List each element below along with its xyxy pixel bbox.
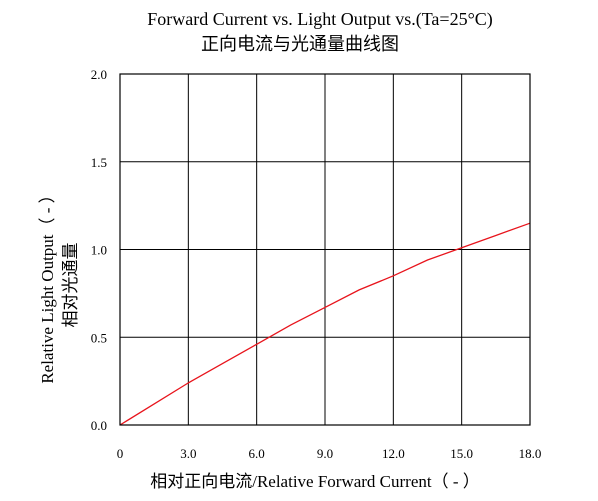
y-axis-label-cn: 相对光通量 [61, 243, 80, 328]
x-tick-label: 12.0 [382, 446, 405, 461]
x-tick-labels: 0 3.0 6.0 9.0 12.0 15.0 18.0 [117, 446, 542, 461]
x-tick-label: 15.0 [450, 446, 473, 461]
chart-subtitle: 正向电流与光通量曲线图 [201, 34, 399, 54]
y-tick-label: 1.5 [91, 155, 107, 170]
x-tick-label: 18.0 [519, 446, 542, 461]
plot-frame [119, 73, 531, 426]
y-tick-labels: 0.0 0.5 1.0 1.5 2.0 [91, 67, 107, 433]
y-axis-label: Relative Light Output（ - ） [38, 186, 57, 383]
x-axis-label: 相对正向电流/Relative Forward Current（ - ） [150, 472, 480, 491]
y-tick-label: 0.5 [91, 330, 107, 345]
series-layer [119, 222, 531, 426]
y-tick-label: 0.0 [91, 418, 107, 433]
series-line [119, 222, 531, 426]
chart-title: Forward Current vs. Light Output vs.(Ta=… [147, 9, 493, 30]
x-tick-label: 6.0 [249, 446, 265, 461]
x-tick-label: 9.0 [317, 446, 333, 461]
y-tick-label: 2.0 [91, 67, 107, 82]
y-tick-label: 1.0 [91, 243, 107, 258]
grid [119, 73, 531, 426]
x-tick-label: 3.0 [180, 446, 196, 461]
x-tick-label: 0 [117, 446, 124, 461]
